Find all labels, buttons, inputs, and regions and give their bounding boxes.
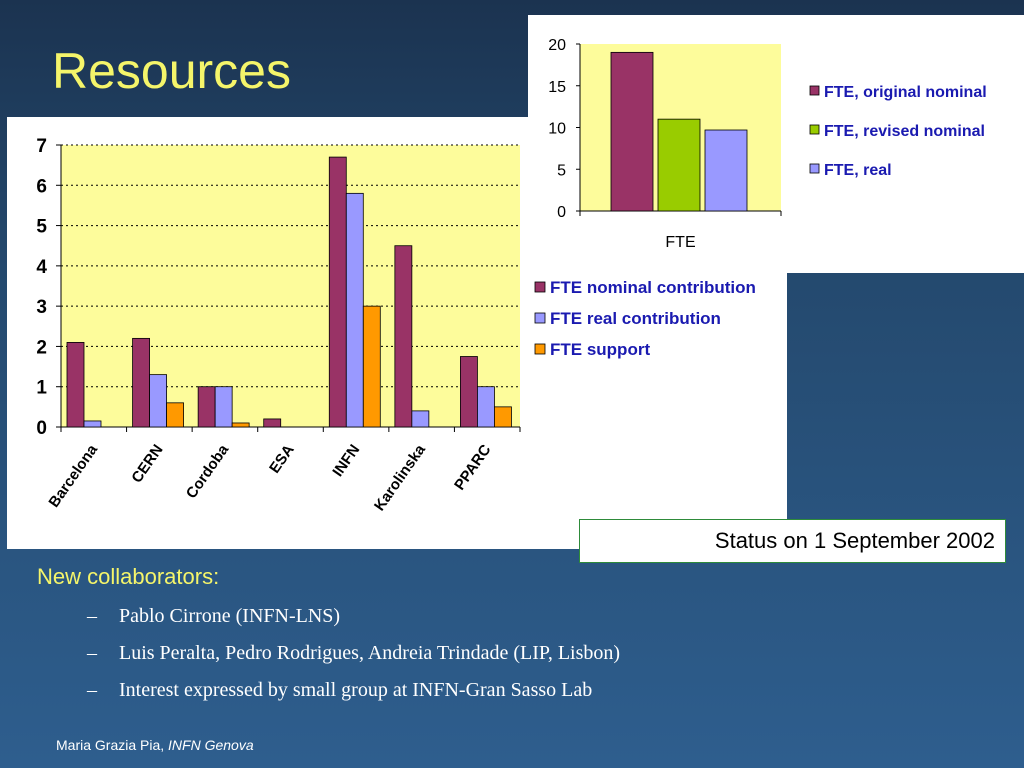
y-tick-label: 10 [548,121,566,138]
bar [460,356,478,428]
bar [657,118,701,212]
list-item-text: Pablo Cirrone (INFN-LNS) [119,605,341,627]
fte-total-chart: 0 5 10 15 20 FTE FTE, original nominal FTE, rev… [548,37,987,251]
bar [394,245,413,428]
plot-area [61,145,520,427]
bar [231,422,250,428]
bar [263,418,282,428]
y-tick-label: 0 [36,418,47,439]
y-tick-label: 0 [557,204,566,221]
legend-swatch [809,124,820,135]
x-tick-label: Barcelona [46,441,102,511]
bar [66,341,85,428]
y-tick-label: 3 [36,297,47,318]
bar [166,402,184,428]
x-tick-label: CERN [128,442,166,487]
list-item: – Interest expressed by small group at I… [87,672,1004,709]
y-tick-label: 6 [36,176,47,197]
legend-label: FTE nominal contribution [550,278,756,297]
bar [132,337,150,428]
status-box: Status on 1 September 2002 [579,519,1006,563]
x-tick-label: INFN [329,442,363,480]
bullet-dash: – [87,642,97,664]
list-item: – Pablo Cirrone (INFN-LNS) [87,598,1004,635]
x-tick-label: ESA [266,441,298,476]
bar [345,192,364,428]
legend-swatch [809,163,820,174]
x-tick-label: Cordoba [183,441,233,502]
y-tick-label: 1 [36,378,47,399]
collaborators-section: New collaborators: – Pablo Cirrone (INFN… [37,564,1004,709]
legend-label: FTE real contribution [550,309,721,328]
footer-affiliation: INFN Genova [168,737,254,753]
bar [214,386,233,428]
legend-swatch [534,343,546,355]
y-tick-label: 4 [36,257,47,278]
section-heading: New collaborators: [37,564,220,589]
x-tick-label: PPARC [451,441,495,493]
bar [704,129,748,212]
inset-chart-panel: 0 5 10 15 20 FTE FTE, original nominal FTE, rev… [528,15,1024,273]
list-item-text: Luis Peralta, Pedro Rodrigues, Andreia T… [119,642,621,664]
list-item: – Luis Peralta, Pedro Rodrigues, Andreia… [87,635,1004,672]
legend-label: FTE, real [824,162,892,179]
bullet-dash: – [87,605,97,627]
x-tick-label: FTE [665,234,695,251]
legend-swatch [534,312,546,324]
bar [328,156,347,428]
legend-label: FTE, original nominal [824,84,987,101]
bar [149,374,167,428]
y-tick-label: 7 [36,136,47,157]
bar [411,410,430,428]
bar [610,51,654,212]
y-tick-label: 15 [548,79,566,96]
legend-swatch [809,85,820,96]
legend-swatch [534,281,546,293]
bullet-dash: – [87,679,97,701]
fte-by-institute-chart: 0 1 2 3 4 5 6 7 Barcelona CERN Cordoba ESA INFN Karol… [36,136,756,514]
x-tick-label: Karolinska [371,441,429,514]
collaborator-list: – Pablo Cirrone (INFN-LNS) – Luis Peralt… [37,598,1004,709]
footer-author: Maria Grazia Pia, [56,737,165,753]
slide-title: Resources [52,43,291,99]
bar [494,406,512,428]
bar [477,386,495,428]
footer: Maria Grazia Pia, INFN Genova [56,737,254,753]
bar [197,386,216,428]
legend-label: FTE support [550,340,650,359]
y-tick-label: 5 [557,162,566,179]
bar [362,305,381,428]
y-tick-label: 5 [36,217,47,238]
y-tick-label: 2 [36,337,47,358]
legend-label: FTE, revised nominal [824,123,985,140]
list-item-text: Interest expressed by small group at INF… [119,679,593,701]
y-tick-label: 20 [548,37,566,54]
bar [83,420,102,428]
